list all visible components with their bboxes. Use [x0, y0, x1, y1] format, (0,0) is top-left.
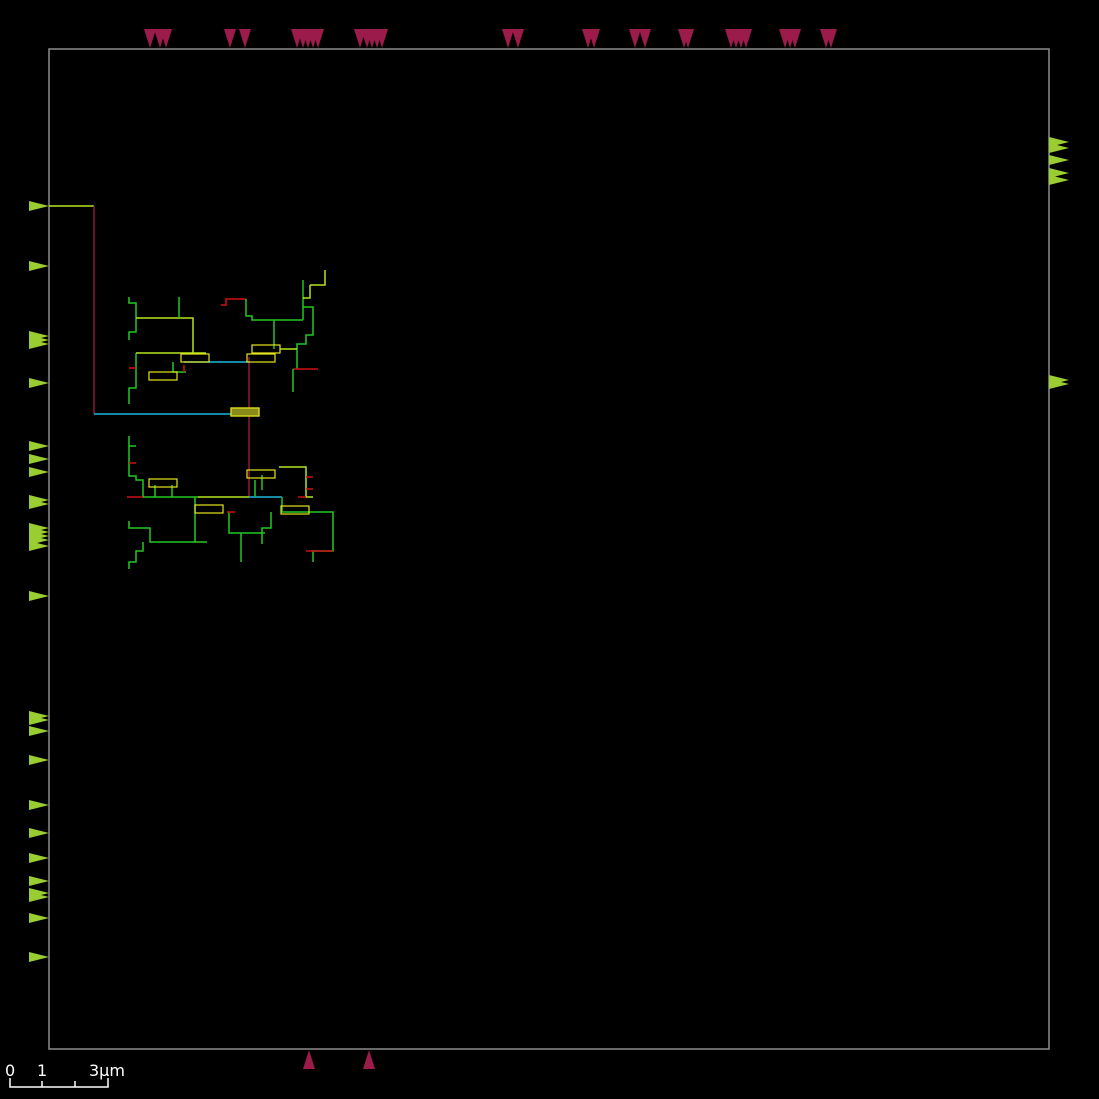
- net-segment: [281, 497, 334, 562]
- cell-outline: [246, 469, 276, 479]
- cell-outline: [251, 344, 281, 354]
- left-pin: [29, 467, 49, 477]
- right-pin: [1049, 143, 1069, 153]
- net-segment: [245, 299, 303, 321]
- net-segment: [194, 497, 207, 543]
- left-pin: [29, 755, 49, 765]
- net-segment: [310, 270, 326, 286]
- right-pin: [1049, 175, 1069, 185]
- top-pin: [740, 29, 752, 48]
- cell-outline: [180, 353, 210, 363]
- top-pin: [312, 29, 324, 48]
- left-pin: [29, 378, 49, 388]
- bottom-pin: [303, 1050, 315, 1069]
- top-pin: [224, 29, 236, 48]
- cell-outline: [148, 478, 178, 488]
- top-pin: [376, 29, 388, 48]
- standard-cells: [148, 344, 310, 515]
- top-pin: [682, 29, 694, 48]
- left-pin: [29, 591, 49, 601]
- cell-outline: [148, 371, 178, 381]
- top-pin: [502, 29, 514, 48]
- cell-outline: [280, 505, 310, 515]
- left-pin: [29, 853, 49, 863]
- top-pin: [629, 29, 641, 48]
- right-pin: [1049, 155, 1069, 165]
- right-pin: [1049, 379, 1069, 389]
- bottom-pins: [303, 1050, 375, 1069]
- top-pin: [588, 29, 600, 48]
- net-segment: [128, 297, 137, 340]
- left-pin: [29, 715, 49, 725]
- left-pin: [29, 876, 49, 886]
- top-pin: [144, 29, 156, 48]
- top-pin: [239, 29, 251, 48]
- right-pins: [1049, 137, 1069, 389]
- cell-filled: [230, 407, 260, 417]
- net-segment: [136, 317, 194, 353]
- net-segment: [303, 285, 311, 299]
- scale-label-1: 1: [37, 1061, 47, 1080]
- left-pin: [29, 913, 49, 923]
- top-pin: [789, 29, 801, 48]
- left-pin: [29, 828, 49, 838]
- left-pin: [29, 800, 49, 810]
- left-pins: [29, 201, 49, 962]
- net-segment: [128, 353, 137, 404]
- top-pin: [512, 29, 524, 48]
- left-pin: [29, 441, 49, 451]
- left-pin: [29, 952, 49, 962]
- scale-label-3um: 3μm: [89, 1061, 125, 1080]
- scale-bar: 0 1 3μm: [5, 1061, 125, 1088]
- net-segment: [296, 306, 314, 369]
- scale-bar-line: [9, 1078, 109, 1088]
- top-pin: [639, 29, 651, 48]
- left-pin: [29, 499, 49, 509]
- net-segment: [279, 466, 313, 498]
- left-pin: [29, 726, 49, 736]
- top-pin: [160, 29, 172, 48]
- cell-outline: [246, 353, 276, 363]
- net-segment: [128, 542, 144, 569]
- left-pin: [29, 541, 49, 551]
- die-outline: [48, 48, 1050, 1050]
- net-segment: [128, 436, 136, 447]
- left-pin: [29, 261, 49, 271]
- left-pin: [29, 339, 49, 349]
- top-pin: [825, 29, 837, 48]
- net-segment: [128, 521, 195, 543]
- net-segment: [228, 512, 265, 534]
- net-segment: [128, 446, 198, 498]
- left-pin: [29, 892, 49, 902]
- left-pin: [29, 454, 49, 464]
- left-pin: [29, 201, 49, 211]
- bottom-pin: [363, 1050, 375, 1069]
- top-pins: [144, 29, 837, 48]
- right-pin: [1049, 168, 1069, 178]
- net-segment: [221, 298, 246, 306]
- net-segment: [261, 512, 272, 544]
- cell-outline: [194, 504, 224, 514]
- scale-label-0: 0: [5, 1061, 15, 1080]
